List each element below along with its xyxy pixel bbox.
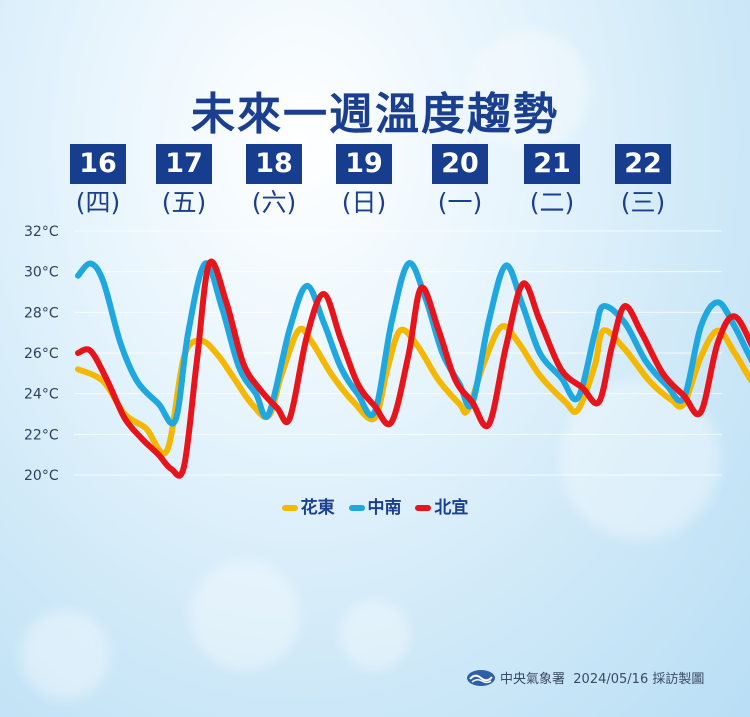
- day-weekday: (三): [620, 188, 666, 217]
- series-line-北宜: [75, 258, 750, 479]
- y-axis-ticks: 32°C 30°C 28°C 26°C 24°C 22°C 20°C: [24, 224, 59, 484]
- day-date: 17: [156, 144, 212, 184]
- bokeh-light: [470, 30, 590, 150]
- day-weekday: (日): [341, 188, 387, 217]
- series-line-中南: [75, 260, 750, 427]
- source-footer: 中央氣象署 2024/05/16 採訪製圖: [466, 668, 704, 688]
- legend-item: 花東: [281, 493, 335, 518]
- legend-swatch: [415, 505, 432, 511]
- y-tick-label: 28°C: [24, 305, 59, 321]
- day-date: 22: [615, 144, 671, 184]
- chart-legend: 花東 中南 北宜: [0, 493, 750, 518]
- day-date: 19: [336, 144, 392, 184]
- bokeh-light: [190, 560, 300, 670]
- day-weekday: (六): [251, 188, 297, 217]
- day-weekday: (二): [529, 188, 575, 217]
- day-column: 17 (五): [154, 144, 214, 218]
- day-date: 20: [432, 144, 488, 184]
- y-tick-label: 20°C: [24, 468, 59, 484]
- day-weekday: (一): [437, 188, 483, 217]
- day-column: 22 (三): [613, 144, 673, 218]
- day-column: 18 (六): [244, 144, 304, 218]
- day-column: 20 (一): [430, 144, 490, 218]
- legend-swatch: [348, 505, 365, 511]
- chart-series: [75, 258, 750, 479]
- footer-org: 中央氣象署: [500, 672, 566, 687]
- legend-label: 北宜: [434, 498, 469, 518]
- day-weekday: (五): [161, 188, 207, 217]
- day-date: 18: [246, 144, 302, 184]
- cwa-logo-icon: [467, 669, 495, 686]
- footer-credit: 2024/05/16 採訪製圖: [573, 672, 705, 687]
- y-tick-label: 22°C: [24, 427, 59, 443]
- bokeh-light: [340, 600, 410, 670]
- day-weekday: (四): [75, 188, 121, 217]
- legend-label: 花東: [300, 498, 335, 518]
- legend-label: 中南: [367, 498, 402, 518]
- legend-item: 北宜: [415, 493, 468, 518]
- y-tick-label: 32°C: [24, 224, 59, 240]
- y-tick-label: 24°C: [24, 387, 59, 403]
- day-date: 21: [524, 144, 580, 184]
- day-date: 16: [70, 144, 126, 184]
- day-column: 19 (日): [334, 144, 394, 218]
- y-tick-label: 26°C: [24, 346, 59, 362]
- day-column: 21 (二): [522, 144, 582, 218]
- series-line-花東: [75, 323, 750, 457]
- day-header-row: 16 (四) 17 (五) 18 (六) 19 (日) 20 (一) 21 (二…: [0, 0, 750, 230]
- day-column: 16 (四): [68, 144, 128, 218]
- chart-title: 未來一週溫度趨勢: [191, 89, 559, 140]
- bokeh-light: [20, 610, 110, 700]
- legend-swatch: [281, 505, 298, 511]
- legend-item: 中南: [348, 493, 402, 518]
- y-tick-label: 30°C: [24, 265, 59, 281]
